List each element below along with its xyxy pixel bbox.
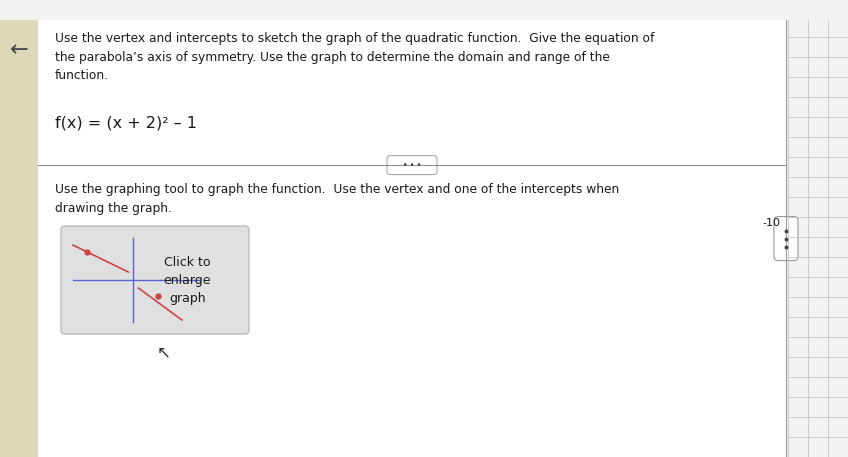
Text: ↖: ↖ <box>157 343 171 361</box>
FancyBboxPatch shape <box>774 217 798 260</box>
Text: f(x) = (x + 2)² – 1: f(x) = (x + 2)² – 1 <box>55 115 197 130</box>
Text: ←: ← <box>9 40 28 60</box>
FancyBboxPatch shape <box>38 20 786 457</box>
FancyBboxPatch shape <box>387 155 437 175</box>
Text: Click to
enlarge
graph: Click to enlarge graph <box>164 255 211 304</box>
Text: Use the vertex and intercepts to sketch the graph of the quadratic function.  Gi: Use the vertex and intercepts to sketch … <box>55 32 655 82</box>
FancyBboxPatch shape <box>61 226 249 334</box>
FancyBboxPatch shape <box>0 20 38 457</box>
Text: • • •: • • • <box>403 160 421 170</box>
Text: -10: -10 <box>762 218 780 228</box>
Text: Use the graphing tool to graph the function.  Use the vertex and one of the inte: Use the graphing tool to graph the funct… <box>55 183 619 215</box>
